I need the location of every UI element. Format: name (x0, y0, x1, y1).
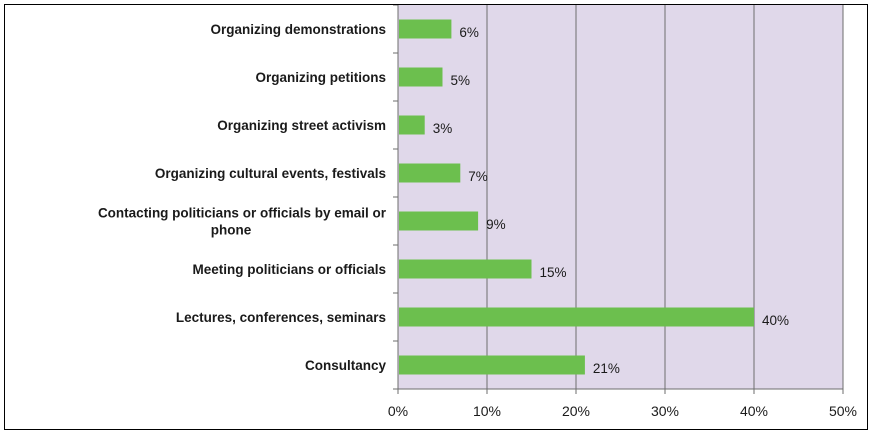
category-label-3: Organizing cultural events, festivals (155, 166, 386, 181)
bar-7 (399, 355, 585, 375)
bar-2 (399, 115, 425, 135)
chart-frame: 6% Organizing demonstrations 5% Organizing … (4, 4, 868, 430)
bar-3 (399, 163, 461, 183)
value-label-3: 7% (468, 169, 488, 184)
category-label-6: Lectures, conferences, seminars (176, 310, 386, 325)
category-label-1: Organizing petitions (256, 70, 387, 85)
bar-6 (399, 307, 754, 327)
value-label-6: 40% (762, 313, 789, 328)
x-tick-label-20: 20% (562, 403, 590, 419)
category-label-0: Organizing demonstrations (210, 22, 386, 37)
value-label-5: 15% (540, 265, 567, 280)
bar-4 (399, 211, 479, 231)
category-label-5: Meeting politicians or officials (192, 262, 386, 277)
plot-area (398, 5, 843, 389)
value-label-4: 9% (486, 217, 506, 232)
bar-chart: 6% Organizing demonstrations 5% Organizing … (98, 4, 857, 419)
x-tick-label-40: 40% (740, 403, 768, 419)
category-label-7: Consultancy (305, 358, 387, 373)
category-label-4-line-1: phone (211, 223, 252, 238)
bar-5 (399, 259, 532, 279)
value-label-0: 6% (459, 25, 479, 40)
category-label-2: Organizing street activism (217, 118, 386, 133)
value-label-2: 3% (433, 121, 453, 136)
category-label-4-line-0: Contacting politicians or officials by e… (98, 206, 387, 221)
x-tick-label-30: 30% (651, 403, 679, 419)
x-tick-label-10: 10% (473, 403, 501, 419)
x-tick-label-50: 50% (829, 403, 857, 419)
x-tick-label-0: 0% (388, 403, 408, 419)
value-label-7: 21% (593, 361, 620, 376)
bar-0 (399, 19, 452, 39)
value-label-1: 5% (451, 73, 471, 88)
bar-1 (399, 67, 443, 87)
